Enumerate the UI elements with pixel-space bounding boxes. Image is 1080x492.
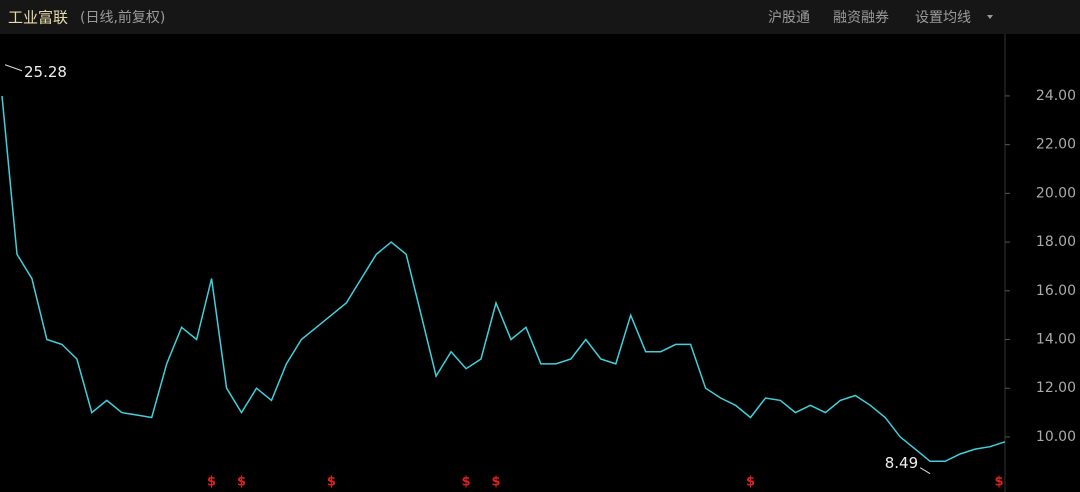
signal-marker: $ <box>327 475 336 490</box>
max-label: 25.28 <box>24 63 67 81</box>
y-tick-label: 10.00 <box>1036 429 1076 445</box>
header-bar <box>0 0 1080 34</box>
min-arrow <box>919 467 931 475</box>
link[interactable]: 设置均线 <box>915 10 971 26</box>
chart-subtitle: (日线,前复权) <box>80 9 165 26</box>
signal-marker: $ <box>746 475 755 490</box>
y-tick-label: 16.00 <box>1036 283 1076 299</box>
min-label: 8.49 <box>885 454 918 472</box>
y-tick-label: 14.00 <box>1036 332 1076 348</box>
y-tick-label: 20.00 <box>1036 185 1076 201</box>
stock-title: 工业富联 <box>8 9 68 27</box>
y-tick-label: 24.00 <box>1036 88 1076 104</box>
link[interactable]: 沪股通 <box>768 10 810 26</box>
y-tick-label: 22.00 <box>1036 137 1076 153</box>
price-line <box>1 95 1006 463</box>
dropdown-icon[interactable] <box>987 15 993 19</box>
signal-marker: $ <box>491 475 500 490</box>
signal-marker: $ <box>462 475 471 490</box>
signal-marker: $ <box>994 475 1003 490</box>
y-tick-label: 12.00 <box>1036 380 1076 396</box>
signal-marker: $ <box>207 475 216 490</box>
signal-marker: $ <box>237 475 246 490</box>
link[interactable]: 融资融券 <box>833 10 889 26</box>
max-arrow <box>4 64 23 72</box>
y-tick-label: 18.00 <box>1036 234 1076 250</box>
